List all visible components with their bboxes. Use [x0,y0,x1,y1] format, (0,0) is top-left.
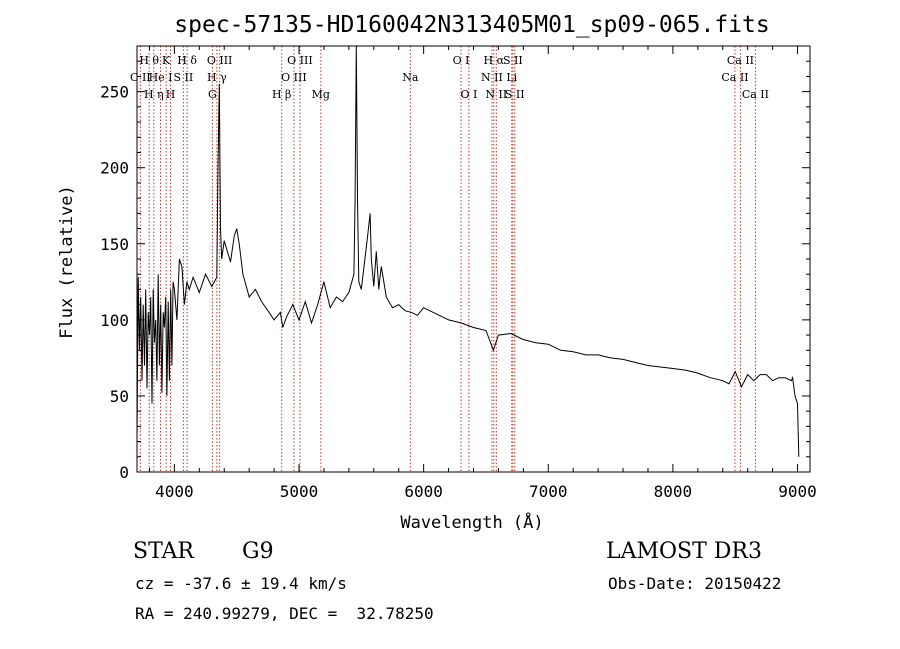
y-tick-label-4: 200 [100,159,129,178]
line-label-18: N II [481,71,503,84]
survey-name: LAMOST DR3 [606,539,762,564]
line-label-2: H η [144,88,164,101]
line-label-19: H α [484,54,505,67]
line-label-23: S II [505,88,525,101]
line-label-17: O I [460,88,477,101]
x-tick-label-4: 8000 [654,482,693,501]
chart-title: spec-57135-HD160042N313405M01_sp09-065.f… [174,12,769,38]
x-axis-label: Wavelength (Å) [400,511,543,533]
x-tick-label-2: 6000 [404,482,443,501]
line-label-26: Ca II [742,88,769,101]
x-tick-label-3: 7000 [529,482,568,501]
line-label-16: O I [453,54,470,67]
redshift-text: cz = -37.6 ± 19.4 km/s [135,574,347,593]
line-label-9: H γ [207,71,227,84]
line-label-20: N II [485,88,507,101]
line-label-15: Na [402,71,419,84]
x-tick-label-5: 9000 [778,482,817,501]
line-label-22: S II [503,54,523,67]
obs-date-text: Obs-Date: 20150422 [608,574,782,593]
spectral-line-labels: C II H θ H η He I K H S II H δ G H γ O III H β O III… [130,54,769,101]
spectrum-series-line [136,45,800,457]
x-tick-label-1: 5000 [280,482,319,501]
line-label-6: S II [173,71,193,84]
line-label-11: H β [272,88,291,101]
line-label-4: K [162,54,171,67]
line-label-12: O III [281,71,307,84]
line-label-25: Ca II [727,54,754,67]
y-tick-label-1: 50 [110,387,129,406]
y-tick-label-3: 150 [100,235,129,254]
object-subclass: G9 [242,539,274,564]
spectral-line-markers [139,46,756,472]
line-label-0: C II [130,71,151,84]
line-label-3: He I [149,71,173,84]
line-label-1: H θ [139,54,159,67]
line-label-24: Ca II [721,71,748,84]
plot-frame [136,45,811,473]
y-axis-ticks: 0 50 100 150 200 250 [100,60,810,482]
x-tick-label-0: 4000 [155,482,194,501]
line-label-5: H [166,88,176,101]
y-tick-label-2: 100 [100,311,129,330]
object-class: STAR [133,539,194,564]
y-tick-label-0: 0 [119,463,129,482]
line-label-21: Li [506,71,517,84]
line-label-13: O III [287,54,313,67]
coordinates-text: RA = 240.99279, DEC = 32.78250 [135,604,434,623]
y-tick-label-5: 250 [100,83,129,102]
line-label-7: H δ [177,54,197,67]
line-label-14: Mg [312,88,330,101]
line-label-10: O III [207,54,233,67]
x-axis-ticks: 4000 5000 6000 7000 8000 9000 [148,46,817,501]
y-axis-label: Flux (relative) [57,185,77,339]
line-label-8: G [208,88,217,101]
